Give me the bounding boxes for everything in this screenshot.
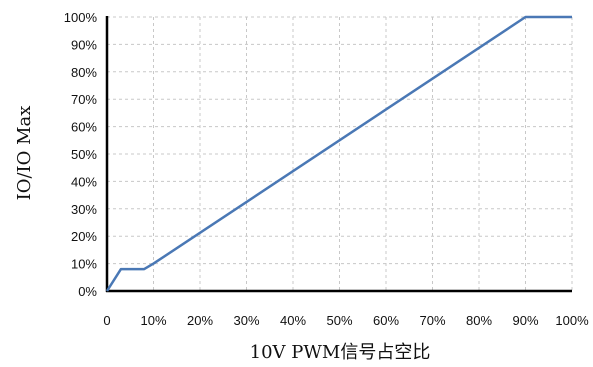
x-tick-label: 80% xyxy=(466,313,492,328)
y-tick-label: 50% xyxy=(71,147,97,162)
y-tick-label: 30% xyxy=(71,202,97,217)
series-group xyxy=(105,15,572,292)
y-tick-labels: 0% 10% 20% 30% 40% 50% 60% 70% 80% 90% 100% xyxy=(64,10,98,299)
series-line xyxy=(105,15,572,292)
y-tick-label: 80% xyxy=(71,65,97,80)
x-tick-label: 60% xyxy=(373,313,399,328)
y-tick-label: 60% xyxy=(71,120,97,135)
y-tick-label: 100% xyxy=(64,10,98,25)
y-tick-label: 20% xyxy=(71,229,97,244)
axes xyxy=(105,16,572,293)
x-tick-label: 50% xyxy=(326,313,352,328)
x-tick-label: 20% xyxy=(187,313,213,328)
y-tick-label: 70% xyxy=(71,92,97,107)
x-tick-labels: 0 10% 20% 30% 40% 50% 60% 70% 80% 90% 100% xyxy=(103,313,589,328)
y-tick-label: 90% xyxy=(71,37,97,52)
x-tick-label: 100% xyxy=(555,313,589,328)
x-tick-label: 70% xyxy=(419,313,445,328)
x-tick-label: 10% xyxy=(140,313,166,328)
x-tick-label: 90% xyxy=(512,313,538,328)
grid-lines xyxy=(107,16,573,291)
y-tick-label: 10% xyxy=(71,257,97,272)
x-tick-label: 40% xyxy=(280,313,306,328)
x-tick-label: 30% xyxy=(233,313,259,328)
x-tick-label: 0 xyxy=(103,313,110,328)
x-axis-label: 10V PWM信号占空比 xyxy=(250,342,431,363)
y-tick-label: 0% xyxy=(78,284,97,299)
y-axis-label: IO/IO Max xyxy=(14,106,35,201)
y-tick-label: 40% xyxy=(71,174,97,189)
